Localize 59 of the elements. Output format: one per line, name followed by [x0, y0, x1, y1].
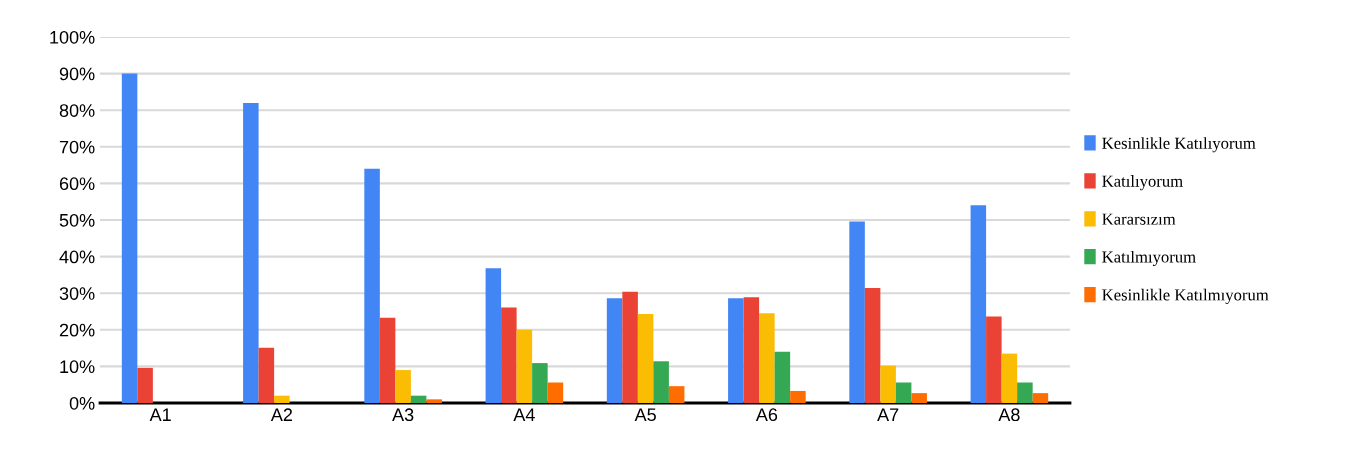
- legend-label: Kesinlikle Katılmıyorum: [1102, 288, 1269, 304]
- legend-label: Kesinlikle Katılıyorum: [1102, 137, 1256, 153]
- y-tick-label: 60%: [59, 177, 95, 191]
- x-tick-label: A6: [755, 408, 778, 422]
- x-tick-label: A4: [513, 408, 535, 421]
- y-tick-label: 80%: [59, 104, 95, 117]
- bar: [864, 288, 881, 403]
- bar: [243, 102, 259, 403]
- bar: [637, 314, 654, 403]
- y-tick-label: 0%: [69, 396, 95, 410]
- bar: [274, 395, 290, 403]
- legend-label: Katılıyorum: [1102, 175, 1183, 191]
- bar: [895, 382, 912, 403]
- bar: [532, 363, 548, 403]
- bar: [1001, 353, 1018, 403]
- bar: [759, 313, 775, 403]
- legend-label: Katılmıyorum: [1102, 250, 1196, 267]
- x-tick-label: A3: [392, 408, 414, 422]
- bar: [501, 307, 517, 403]
- bar: [622, 291, 638, 403]
- bar: [137, 367, 153, 403]
- bar: [1032, 393, 1049, 403]
- y-tick-label: 70%: [59, 140, 95, 154]
- bar: [911, 393, 927, 403]
- bar: [426, 399, 442, 403]
- y-tick-label: 30%: [59, 287, 95, 300]
- bar: [1017, 382, 1033, 403]
- bar: [790, 390, 806, 403]
- y-tick-label: 100%: [50, 30, 95, 44]
- y-tick-label: 90%: [59, 67, 95, 81]
- bar: [516, 329, 533, 403]
- bar: [728, 298, 744, 403]
- bar: [653, 361, 669, 403]
- bar: [849, 221, 865, 403]
- bar: [121, 73, 138, 403]
- bar: [258, 347, 275, 403]
- bar: [364, 168, 380, 403]
- y-tick-label: 40%: [59, 250, 95, 264]
- x-tick-label: A8: [998, 408, 1020, 422]
- y-tick-label: 10%: [60, 360, 95, 374]
- bar: [379, 317, 396, 403]
- bar: [668, 386, 685, 403]
- x-tick-label: A5: [634, 408, 656, 422]
- bar: [395, 370, 411, 403]
- x-tick-label: A2: [270, 408, 293, 421]
- bar: [774, 351, 791, 403]
- bar: [970, 205, 987, 403]
- x-tick-label: A7: [877, 408, 899, 421]
- bar: [606, 298, 623, 403]
- bar: [743, 297, 760, 403]
- x-tick-label: A1: [149, 408, 171, 421]
- bar: [485, 268, 502, 403]
- y-tick-label: 20%: [59, 323, 95, 337]
- y-tick-label: 50%: [59, 213, 95, 227]
- bar: [410, 395, 427, 403]
- bar: [986, 316, 1002, 403]
- bar: [547, 382, 564, 403]
- legend-label: Kararsızım: [1102, 213, 1176, 225]
- bar: [880, 365, 896, 403]
